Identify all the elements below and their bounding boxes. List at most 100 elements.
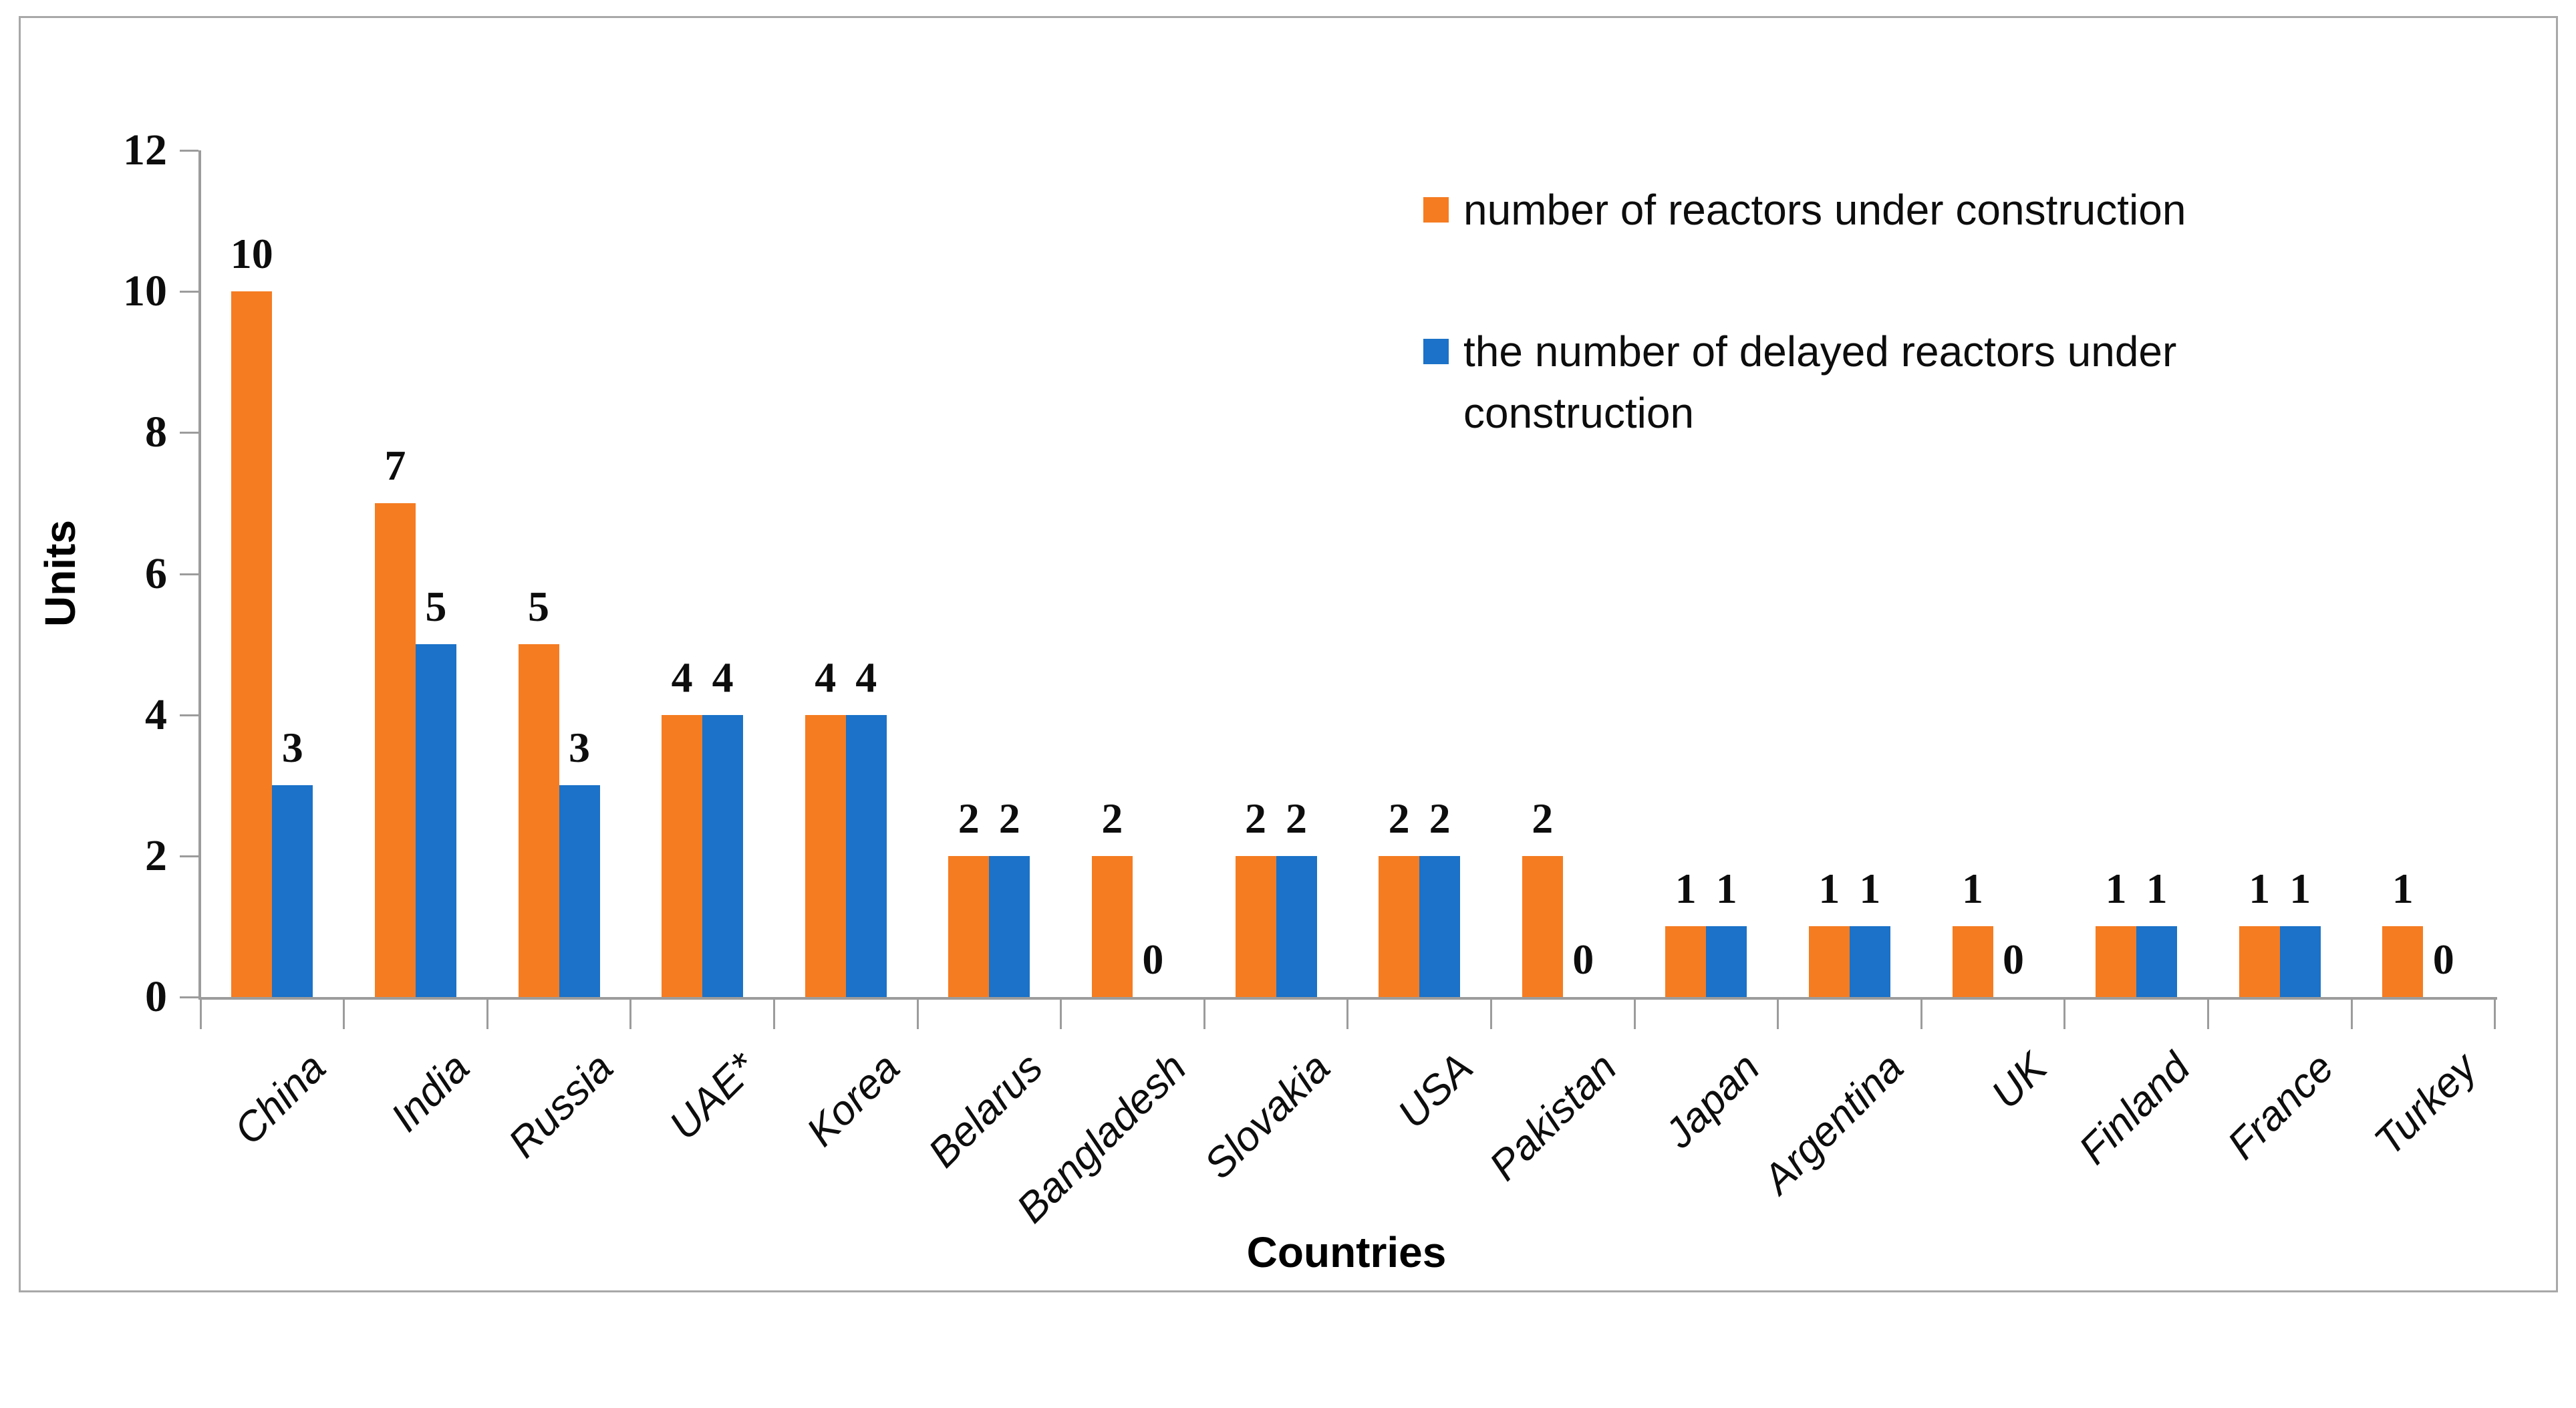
- y-tick: [180, 150, 198, 152]
- y-tick: [180, 573, 198, 575]
- bar-value-label: 1: [2249, 865, 2271, 913]
- x-tick: [1633, 997, 1636, 1029]
- x-tick: [1203, 997, 1205, 1029]
- x-tick: [916, 997, 919, 1029]
- bar-value-label: 5: [425, 583, 447, 631]
- bar-value-label: 3: [569, 724, 590, 772]
- legend-label-2: the number of delayed reactors under con…: [1463, 327, 2177, 437]
- bar-japan-series-2: [1706, 926, 1747, 997]
- bar-value-label: 7: [384, 441, 406, 489]
- x-axis-title: Countries: [1246, 1228, 1447, 1276]
- bar-value-label: 2: [1245, 794, 1266, 842]
- y-tick-label: 4: [145, 690, 167, 739]
- bar-value-label: 0: [1142, 936, 1164, 983]
- y-tick-label: 6: [145, 549, 167, 598]
- bar-value-label: 1: [2146, 865, 2168, 913]
- y-tick-label: 0: [145, 972, 167, 1021]
- bar-value-label: 3: [281, 724, 303, 772]
- bar-belarus-series-1: [948, 855, 990, 997]
- x-tick: [1920, 997, 1922, 1029]
- x-tick: [2350, 997, 2353, 1029]
- bar-value-label: 2: [1101, 794, 1123, 842]
- bar-value-label: 0: [2432, 936, 2454, 983]
- bar-value-label: 1: [1715, 865, 1737, 913]
- legend-item-2: the number of delayed reactors under con…: [1423, 321, 2412, 444]
- x-tick: [2063, 997, 2066, 1029]
- y-tick: [180, 996, 198, 998]
- bar-value-label: 2: [1429, 794, 1451, 842]
- y-tick: [180, 291, 198, 293]
- bar-france-series-1: [2239, 926, 2280, 997]
- bar-value-label: 1: [1962, 865, 1983, 913]
- x-tick: [1489, 997, 1492, 1029]
- bar-value-label: 0: [1572, 936, 1594, 983]
- bar-value-label: 5: [528, 583, 549, 631]
- x-tick: [2206, 997, 2209, 1029]
- y-tick-label: 12: [123, 126, 167, 174]
- bar-value-label: 2: [1388, 794, 1410, 842]
- bar-finland-series-1: [2096, 926, 2137, 997]
- legend: number of reactors under construction the…: [1423, 179, 2412, 524]
- bar-uk-series-1: [1952, 926, 1993, 997]
- legend-swatch-1: [1423, 197, 1449, 223]
- bar-value-label: 1: [2392, 865, 2414, 913]
- bar-china-series-2: [272, 785, 313, 997]
- bar-india-series-1: [374, 503, 416, 997]
- x-tick: [486, 997, 488, 1029]
- bar-usa-series-2: [1419, 855, 1461, 997]
- bar-value-label: 4: [712, 653, 734, 701]
- x-tick: [343, 997, 345, 1029]
- bar-value-label: 4: [671, 653, 693, 701]
- bar-value-label: 2: [958, 794, 980, 842]
- x-tick: [629, 997, 632, 1029]
- x-tick: [199, 997, 202, 1029]
- x-tick: [2494, 997, 2496, 1029]
- y-axis-line: [198, 150, 201, 997]
- bar-value-label: 0: [2003, 936, 2024, 983]
- bar-value-label: 4: [855, 653, 877, 701]
- legend-item-1: number of reactors under construction: [1423, 179, 2412, 241]
- x-tick: [1346, 997, 1349, 1029]
- bar-value-label: 1: [1818, 865, 1840, 913]
- bar-value-label: 4: [815, 653, 837, 701]
- bar-japan-series-1: [1665, 926, 1707, 997]
- bar-value-label: 1: [1675, 865, 1697, 913]
- x-tick: [772, 997, 775, 1029]
- legend-swatch-2: [1423, 339, 1449, 364]
- bar-slovakia-series-1: [1235, 855, 1276, 997]
- bar-india-series-2: [415, 644, 456, 997]
- bar-value-label: 10: [230, 230, 273, 278]
- bar-value-label: 1: [1859, 865, 1881, 913]
- y-tick: [180, 855, 198, 857]
- legend-label-1: number of reactors under construction: [1463, 186, 2186, 234]
- bar-uae-series-2: [702, 714, 744, 997]
- bar-argentina-series-1: [1808, 926, 1850, 997]
- bar-russia-series-1: [518, 644, 559, 997]
- y-tick-label: 8: [145, 408, 167, 457]
- bar-pakistan-series-1: [1522, 855, 1563, 997]
- y-tick: [180, 714, 198, 716]
- bar-uae-series-1: [662, 714, 703, 997]
- bar-bangladesh-series-1: [1091, 855, 1133, 997]
- bar-value-label: 1: [2105, 865, 2127, 913]
- bar-france-series-2: [2279, 926, 2321, 997]
- bar-korea-series-1: [805, 714, 846, 997]
- bar-china-series-1: [231, 291, 273, 997]
- bar-chart: Units Countries 0 2 4 6 8 10 12 10 3 China 7 5 India…: [36, 126, 2497, 1276]
- y-tick-label: 10: [123, 267, 167, 316]
- y-tick-label: 2: [145, 831, 167, 880]
- bar-korea-series-2: [845, 714, 887, 997]
- bar-value-label: 1: [2289, 865, 2311, 913]
- bar-value-label: 2: [1532, 794, 1554, 842]
- x-tick: [1777, 997, 1779, 1029]
- bar-value-label: 2: [1286, 794, 1307, 842]
- x-tick: [1060, 997, 1062, 1029]
- bar-usa-series-1: [1379, 855, 1420, 997]
- y-tick: [180, 432, 198, 434]
- bar-argentina-series-2: [1849, 926, 1890, 997]
- bar-slovakia-series-2: [1276, 855, 1317, 997]
- bar-finland-series-2: [2136, 926, 2178, 997]
- bar-russia-series-2: [559, 785, 600, 997]
- bar-belarus-series-2: [989, 855, 1030, 997]
- bar-value-label: 2: [998, 794, 1020, 842]
